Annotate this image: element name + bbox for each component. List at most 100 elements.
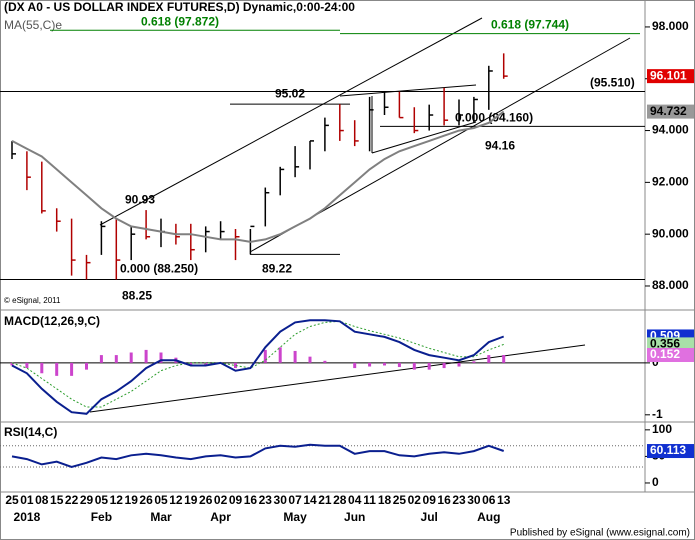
x-tick-label: 04 (348, 493, 362, 507)
value-box (647, 444, 694, 459)
histogram-bar (323, 360, 327, 363)
value-box-label: 0.152 (650, 347, 680, 361)
histogram-bar (293, 350, 297, 363)
panel-title: RSI(14,C) (4, 425, 57, 439)
chart-title: (DX A0 - US DOLLAR INDEX FUTURES,D) Dyna… (4, 0, 355, 14)
histogram-bar (368, 362, 372, 367)
annotation: 0.000 (94.160) (455, 111, 533, 125)
histogram-bar (383, 362, 386, 366)
histogram-bar (502, 354, 506, 363)
histogram-bar (412, 362, 416, 370)
x-tick-label: 09 (229, 493, 243, 507)
histogram-bar (457, 362, 461, 367)
x-tick-label: 19 (184, 493, 198, 507)
month-label: Aug (477, 510, 500, 524)
x-tick-label: 23 (259, 493, 273, 507)
x-tick-label: 11 (363, 493, 376, 507)
annotation: 89.22 (262, 262, 292, 276)
histogram-bar (129, 352, 133, 363)
annotation: 94.16 (485, 139, 515, 153)
x-tick-label: 15 (50, 493, 64, 507)
month-label: Jun (344, 510, 365, 524)
value-box (647, 337, 694, 352)
x-tick-label: 30 (274, 493, 288, 507)
histogram-bar (189, 362, 193, 366)
value-box (647, 69, 694, 84)
value-box (647, 347, 694, 362)
x-tick-label: 05 (154, 493, 168, 507)
x-tick-label: 30 (467, 493, 481, 507)
month-label: Apr (210, 510, 231, 524)
histogram-bar (234, 362, 237, 369)
value-box (647, 104, 694, 119)
y-tick-label: 94.000 (652, 123, 689, 137)
annotation: 90.93 (125, 192, 155, 206)
x-tick-label: 19 (125, 493, 139, 507)
ma-line (11, 110, 505, 243)
x-tick-label: 13 (497, 493, 511, 507)
x-tick-label: 02 (214, 493, 228, 507)
trend-line (371, 121, 477, 154)
x-tick-label: 01 (20, 493, 34, 507)
histogram-bar (10, 362, 14, 366)
x-tick-label: 28 (333, 493, 347, 507)
annotation: (95.510) (590, 76, 635, 90)
y-tick-label: 90.000 (652, 226, 689, 240)
month-label: Mar (150, 510, 172, 524)
x-tick-label: 06 (482, 493, 496, 507)
value-box-label: 94.732 (650, 104, 687, 118)
y-tick-label: 88.000 (652, 278, 689, 292)
histogram-bar (278, 347, 282, 363)
value-box-label: 60.113 (650, 443, 686, 457)
month-label: Feb (91, 510, 112, 524)
x-tick-label: 05 (95, 493, 109, 507)
histogram-bar (204, 362, 208, 366)
y-tick-label: 0 (652, 355, 659, 369)
x-tick-label: 25 (5, 493, 19, 507)
month-label: 2018 (14, 510, 41, 524)
x-tick-label: 26 (199, 493, 213, 507)
histogram-bar (397, 362, 401, 368)
value-box-label: 0.356 (650, 337, 680, 351)
x-tick-label: 09 (423, 493, 437, 507)
month-label: Jul (421, 510, 438, 524)
y-tick-label: -1 (652, 407, 663, 421)
x-tick-label: 02 (408, 493, 422, 507)
histogram-bar (99, 355, 103, 363)
x-tick-label: 16 (437, 493, 451, 507)
histogram-bar (263, 349, 267, 363)
histogram-bar (40, 362, 44, 374)
histogram-bar (25, 362, 29, 369)
annotation: 88.25 (122, 289, 152, 303)
x-tick-label: 12 (169, 493, 183, 507)
ma-legend: MA(55,C)e (4, 18, 62, 32)
histogram-bar (159, 352, 163, 363)
x-tick-label: 26 (139, 493, 153, 507)
histogram-bar (442, 362, 446, 369)
x-tick-label: 29 (80, 493, 94, 507)
x-tick-label: 25 (393, 493, 407, 507)
x-tick-label: 14 (303, 493, 317, 507)
macd-line (11, 319, 505, 415)
y-tick-label: 0 (652, 475, 659, 489)
histogram-bar (353, 362, 357, 369)
annotation: 0.000 (88.250) (120, 262, 198, 276)
x-tick-label: 12 (110, 493, 124, 507)
x-tick-label: 16 (244, 493, 258, 507)
histogram-bar (487, 355, 491, 363)
histogram-bar (114, 355, 118, 363)
credit: © eSignal, 2011 (4, 296, 61, 305)
y-tick-label: 98.000 (652, 19, 689, 33)
x-tick-label: 21 (318, 493, 332, 507)
histogram-bar (144, 349, 148, 363)
annotation: 95.02 (275, 86, 305, 100)
x-tick-label: 22 (65, 493, 79, 507)
histogram-bar (472, 361, 476, 363)
macd-line (11, 320, 504, 408)
histogram-bar (55, 362, 59, 376)
footer: Published by eSignal (www.esignal.com) (510, 528, 690, 539)
histogram-bar (427, 362, 431, 370)
trend-line (99, 17, 483, 226)
panel-title: MACD(12,26,9,C) (4, 314, 100, 328)
